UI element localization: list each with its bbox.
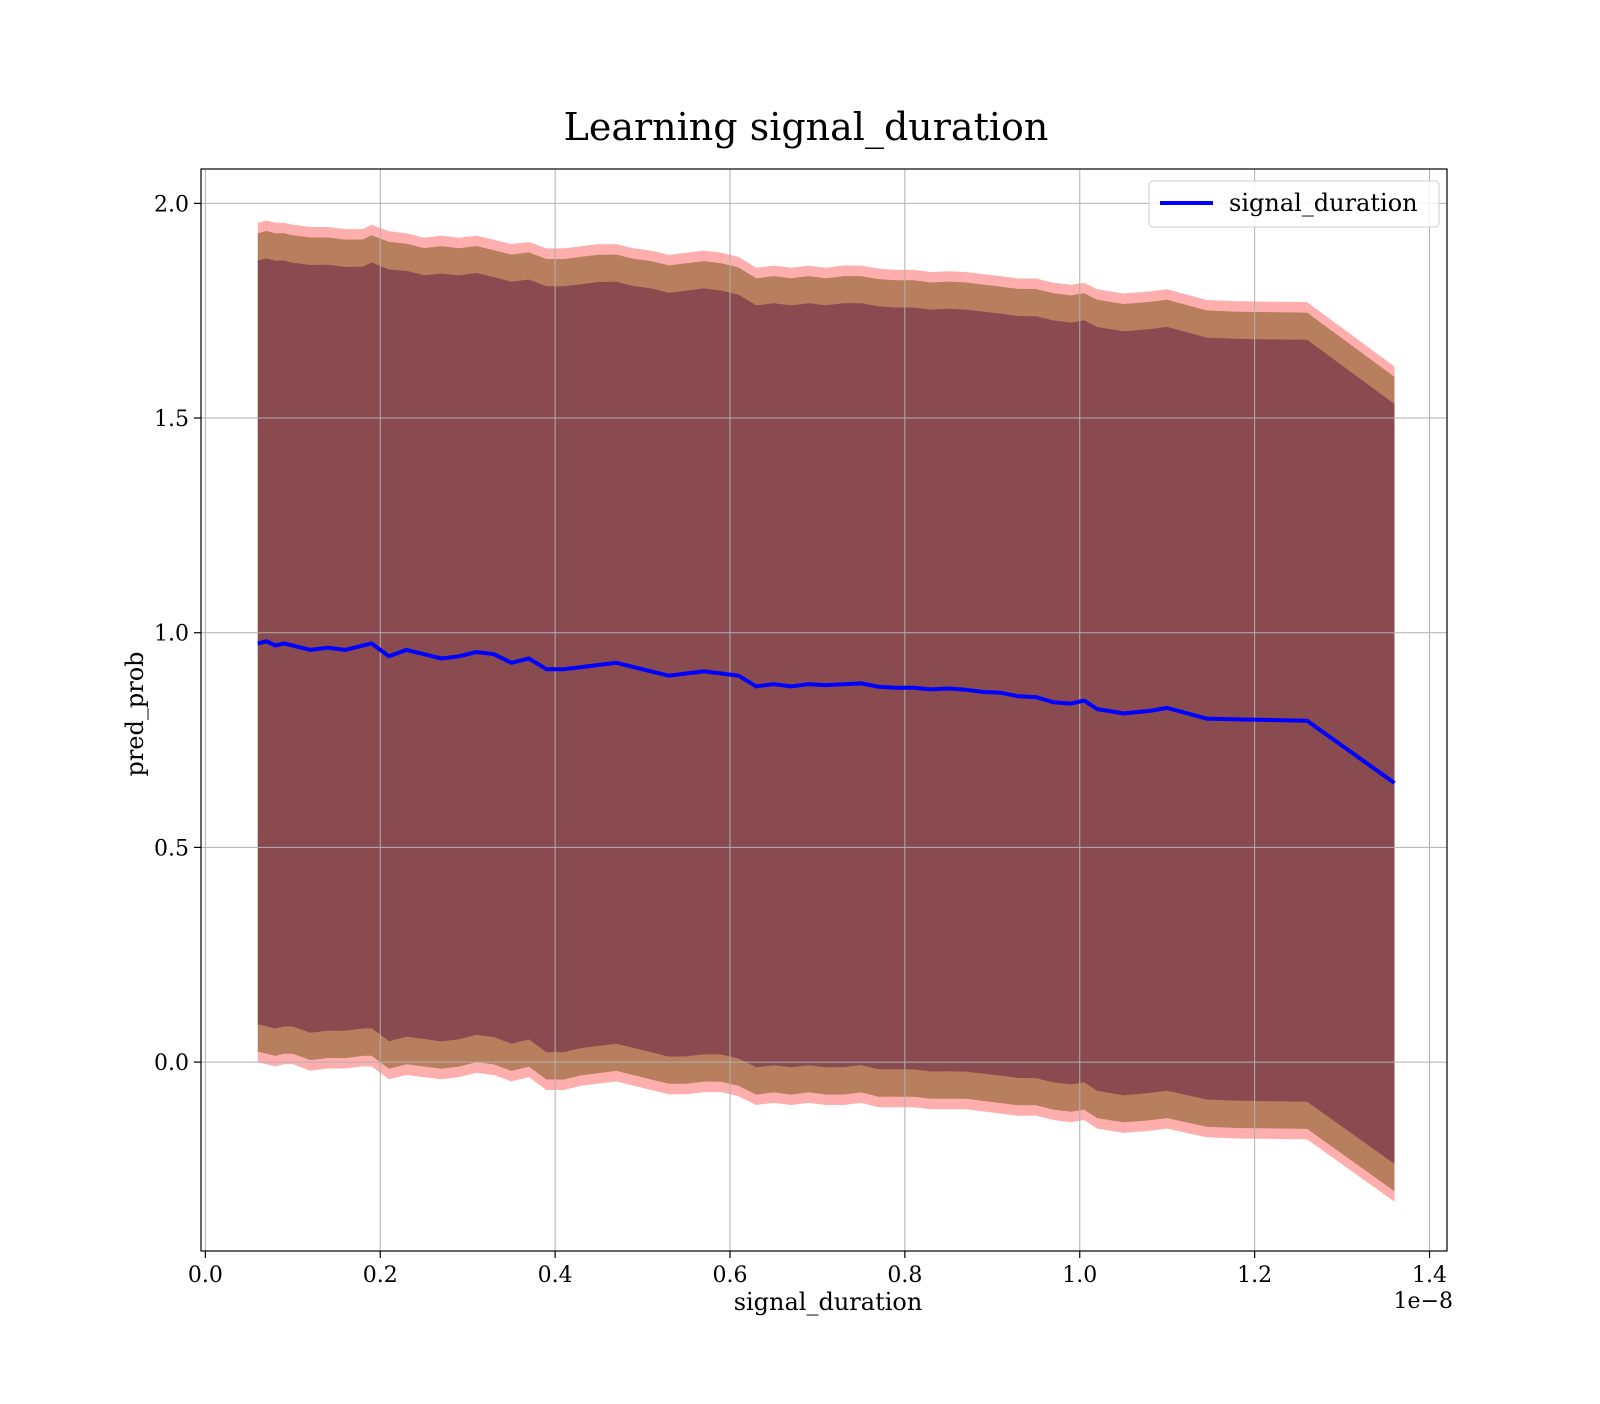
y-tick-label: 1.0	[154, 622, 189, 647]
y-axis-label: pred_prob	[121, 651, 149, 776]
x-tick-label: 0.6	[713, 1263, 748, 1288]
x-axis-offset-label: 1e−8	[1394, 1289, 1453, 1314]
x-axis-label: signal_duration	[734, 1288, 923, 1316]
y-tick-label: 0.0	[154, 1051, 189, 1076]
chart-title: Learning signal_duration	[564, 105, 1049, 150]
legend-box	[1148, 180, 1440, 228]
x-tick-label: 1.0	[1062, 1263, 1097, 1288]
plot-frame	[200, 168, 1448, 1252]
inner-band-area	[257, 258, 1395, 1164]
legend-label: signal_duration	[1229, 189, 1418, 217]
x-tick-label: 0.8	[887, 1263, 922, 1288]
x-tick-label: 0.0	[188, 1263, 223, 1288]
x-tick-label: 1.4	[1412, 1263, 1447, 1288]
series-line-signal_duration	[257, 639, 1396, 785]
legend: signal_duration	[1148, 180, 1440, 228]
y-tick-label: 2.0	[154, 192, 189, 217]
plot-area: 0.0 0.2 0.4 0.6 0.8 1.0 1.2 1.4 0.0 0.5 1.0 1.5 2.0	[154, 168, 1448, 1288]
x-tick-label: 0.2	[363, 1263, 398, 1288]
x-tick-label: 0.4	[538, 1263, 573, 1288]
y-tick-label: 0.5	[154, 836, 189, 861]
y-tick-label: 1.5	[154, 407, 189, 432]
x-tick-label: 1.2	[1237, 1263, 1272, 1288]
